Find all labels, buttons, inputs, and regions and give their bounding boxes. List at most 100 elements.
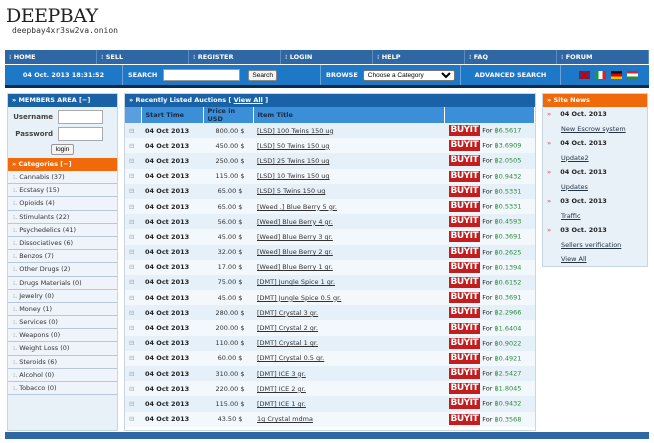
news-link[interactable]: New Escrow system (561, 124, 626, 133)
category-item[interactable]: ⁝. Opioids (4) (8, 197, 117, 211)
expand-icon[interactable]: ⊟ (125, 274, 141, 291)
item-title-link[interactable]: [Weed] Blue Berry 4 gr. (257, 217, 333, 226)
item-title-link[interactable]: [LSD] 5 Twins 150 ug (257, 187, 326, 196)
nav-item-forum[interactable]: ⁝ FORUM (557, 50, 649, 64)
nav-item-home[interactable]: ⁝ HOME (5, 50, 97, 64)
category-item[interactable]: ⁝. Services (0) (8, 316, 117, 330)
item-title-link[interactable]: 1g Crystal mdma (257, 415, 313, 424)
category-select[interactable]: Choose a Category (362, 69, 455, 81)
item-title-link[interactable]: [LSD] 50 Twins 150 ug (257, 141, 330, 150)
login-button[interactable]: login (50, 144, 75, 155)
category-item[interactable]: ⁝. Psychedelics (41) (8, 223, 117, 237)
buy-it-button[interactable]: BUYIT (448, 322, 481, 334)
buy-it-button[interactable]: BUYIT (448, 170, 481, 182)
italy-flag-icon[interactable] (595, 71, 606, 79)
item-title-link[interactable]: [LSD] 25 Twins 150 ug (257, 156, 330, 165)
news-link[interactable]: Update2 (561, 153, 589, 162)
item-title-link[interactable]: [DMT] Jungle Spice 0.5 gr. (257, 293, 342, 302)
buy-it-button[interactable]: BUYIT (448, 140, 481, 152)
buy-it-button[interactable]: BUYIT (448, 398, 481, 410)
search-input[interactable] (163, 69, 241, 81)
news-item[interactable]: Sellers verification (543, 238, 647, 253)
expand-icon[interactable]: ⊟ (125, 183, 141, 199)
news-link[interactable]: Updates (561, 182, 588, 191)
expand-icon[interactable]: ⊟ (125, 244, 141, 260)
category-item[interactable]: ⁝. Alcohol (0) (8, 368, 117, 382)
category-item[interactable]: ⁝. Ecstasy (15) (8, 184, 117, 198)
item-title-link[interactable]: [Weed] Blue Berry 2 gr. (257, 248, 333, 257)
nav-item-faq[interactable]: ⁝ FAQ (465, 50, 557, 64)
buy-it-button[interactable]: BUYIT (448, 125, 481, 137)
category-item[interactable]: ⁝. Stimulants (22) (8, 210, 117, 224)
news-link[interactable]: Traffic (561, 211, 581, 220)
nav-item-sell[interactable]: ⁝ SELL (97, 50, 189, 64)
category-item[interactable]: ⁝. Benzos (7) (8, 250, 117, 264)
expand-icon[interactable]: ⊟ (125, 305, 141, 321)
expand-icon[interactable]: ⊟ (125, 214, 141, 230)
nav-item-login[interactable]: ⁝ LOGIN (281, 50, 373, 64)
buy-it-button[interactable]: BUYIT (448, 185, 481, 197)
category-item[interactable]: ⁝. Money (1) (8, 302, 117, 317)
expand-icon[interactable]: ⊟ (125, 229, 141, 245)
item-title-link[interactable]: [DMT] Crystal 2 gr. (257, 324, 319, 333)
username-input[interactable] (58, 110, 103, 124)
item-title-link[interactable]: [DMT] ICE 2 gr. (257, 384, 306, 393)
item-title-link[interactable]: [Weed] Blue Berry 1 gr. (257, 263, 333, 272)
password-input[interactable] (58, 127, 103, 141)
expand-icon[interactable]: ⊟ (125, 335, 141, 351)
site-logo[interactable]: DEEPBAY deepbay4xr3sw2va.onion (6, 6, 118, 35)
buy-it-button[interactable]: BUYIT (448, 307, 481, 319)
expand-icon[interactable]: ⊟ (125, 168, 141, 184)
buy-it-button[interactable]: BUYIT (448, 368, 481, 380)
buy-it-button[interactable]: BUYIT (448, 276, 481, 288)
category-item[interactable]: ⁝. Cannabis (37) (8, 171, 117, 185)
expand-icon[interactable]: ⊟ (125, 290, 141, 306)
expand-icon[interactable]: ⊟ (125, 138, 141, 154)
category-item[interactable]: ⁝. Dissociatives (6) (8, 236, 117, 251)
expand-icon[interactable]: ⊟ (125, 320, 141, 336)
item-title-link[interactable]: [DMT] Crystal 1 gr. (257, 339, 319, 348)
item-title-link[interactable]: [LSD] 10 Twins 150 ug (257, 172, 330, 181)
hungary-flag-icon[interactable] (627, 71, 638, 79)
category-item[interactable]: ⁝. Other Drugs (2) (8, 263, 117, 277)
item-title-link[interactable]: [DMT] Crystal 0.5 gr. (257, 354, 325, 363)
news-item[interactable]: Update2 (543, 151, 647, 166)
expand-icon[interactable]: ⊟ (125, 153, 141, 169)
item-title-link[interactable]: [DMT] Jungle Spice 1 gr. (257, 278, 336, 287)
category-item[interactable]: ⁝. Jewelry (0) (8, 289, 117, 303)
expand-icon[interactable]: ⊟ (125, 350, 141, 366)
item-title-link[interactable]: [DMT] Crystal 3 gr. (257, 308, 319, 317)
category-item[interactable]: ⁝. Steroids (6) (8, 355, 117, 369)
expand-icon[interactable]: ⊟ (125, 366, 141, 382)
expand-icon[interactable]: ⊟ (125, 411, 141, 427)
item-title-link[interactable]: [Weed] Blue Berry 3 gr. (257, 232, 333, 241)
category-item[interactable]: ⁝. Weapons (0) (8, 329, 117, 343)
expand-icon[interactable]: ⊟ (125, 198, 141, 215)
expand-icon[interactable]: ⊟ (125, 123, 141, 139)
buy-it-button[interactable]: BUYIT (448, 246, 481, 258)
buy-it-button[interactable]: BUYIT (448, 231, 481, 243)
advanced-search-link[interactable]: ADVANCED SEARCH (461, 65, 561, 85)
categories-header[interactable]: » Categories [−] (8, 158, 117, 171)
germany-flag-icon[interactable] (611, 71, 622, 79)
col-header-price[interactable]: Price in USD (203, 107, 254, 123)
category-item[interactable]: ⁝. Weight Loss (0) (8, 342, 117, 356)
nav-item-help[interactable]: ⁝ HELP (373, 50, 465, 64)
category-item[interactable]: ⁝. Tobacco (0) (8, 382, 117, 396)
expand-icon[interactable]: ⊟ (125, 396, 141, 412)
news-item[interactable]: New Escrow system (543, 122, 647, 137)
col-header-start[interactable]: Start Time (141, 107, 204, 123)
buy-it-button[interactable]: BUYIT (448, 261, 481, 273)
buy-it-button[interactable]: BUYIT (448, 292, 481, 304)
news-item[interactable]: Traffic (543, 209, 647, 224)
members-area-header[interactable]: » MEMBERS AREA [−] (8, 94, 117, 107)
item-title-link[interactable]: [Weed .] Blue Berry 5 gr. (257, 202, 337, 211)
buy-it-button[interactable]: BUYIT (448, 337, 481, 349)
news-view-all-text[interactable]: View All (561, 255, 587, 263)
expand-icon[interactable]: ⊟ (125, 381, 141, 397)
view-all-link[interactable]: View All (233, 96, 263, 104)
category-item[interactable]: ⁝. Drugs Materials (0) (8, 276, 117, 290)
uk-flag-icon[interactable] (579, 71, 590, 79)
buy-it-button[interactable]: BUYIT (448, 201, 481, 213)
nav-item-register[interactable]: ⁝ REGISTER (189, 50, 281, 64)
